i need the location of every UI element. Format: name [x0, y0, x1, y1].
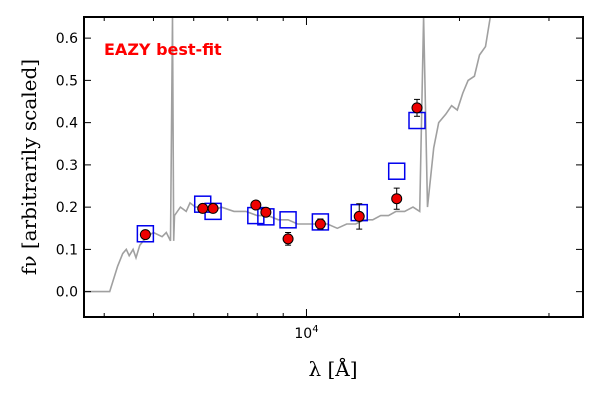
y-tick-label: 0.1	[56, 242, 78, 258]
observed-flux-point	[250, 199, 262, 211]
y-tick-label: 0.0	[56, 285, 78, 301]
x-axis-label: λ [Å]	[308, 356, 357, 381]
ticks-layer: 0.0 0.1 0.2 0.3 0.4 0.5 0.6 104	[56, 17, 583, 342]
observed-flux-point	[391, 193, 403, 205]
x-tick-label: 104	[294, 324, 318, 342]
plot-frame	[83, 16, 584, 318]
template-layer	[84, 17, 492, 293]
observed-flux-point	[353, 210, 365, 222]
observed-flux-point	[411, 102, 423, 114]
y-tick-label: 0.4	[56, 116, 78, 132]
observed-flux-point	[282, 233, 294, 245]
y-axis-label: fν [arbitrarily scaled]	[17, 59, 41, 275]
y-tick-label: 0.6	[56, 31, 78, 47]
observed-photometry-layer	[139, 98, 423, 246]
y-tick-label: 0.2	[56, 200, 78, 216]
model-flux-square	[136, 225, 155, 243]
observed-flux-point	[314, 218, 326, 230]
observed-flux-point	[139, 229, 151, 241]
model-flux-square	[311, 213, 330, 231]
template-sed-line	[84, 17, 492, 293]
y-tick-label: 0.3	[56, 158, 78, 174]
y-tick-label: 0.5	[56, 73, 78, 89]
model-flux-square	[387, 162, 406, 180]
fit-annotation: EAZY best-fit	[104, 40, 222, 59]
model-flux-square	[279, 211, 297, 229]
observed-flux-point	[207, 202, 219, 214]
observed-flux-point	[260, 206, 272, 218]
observed-flux-point	[197, 202, 209, 214]
